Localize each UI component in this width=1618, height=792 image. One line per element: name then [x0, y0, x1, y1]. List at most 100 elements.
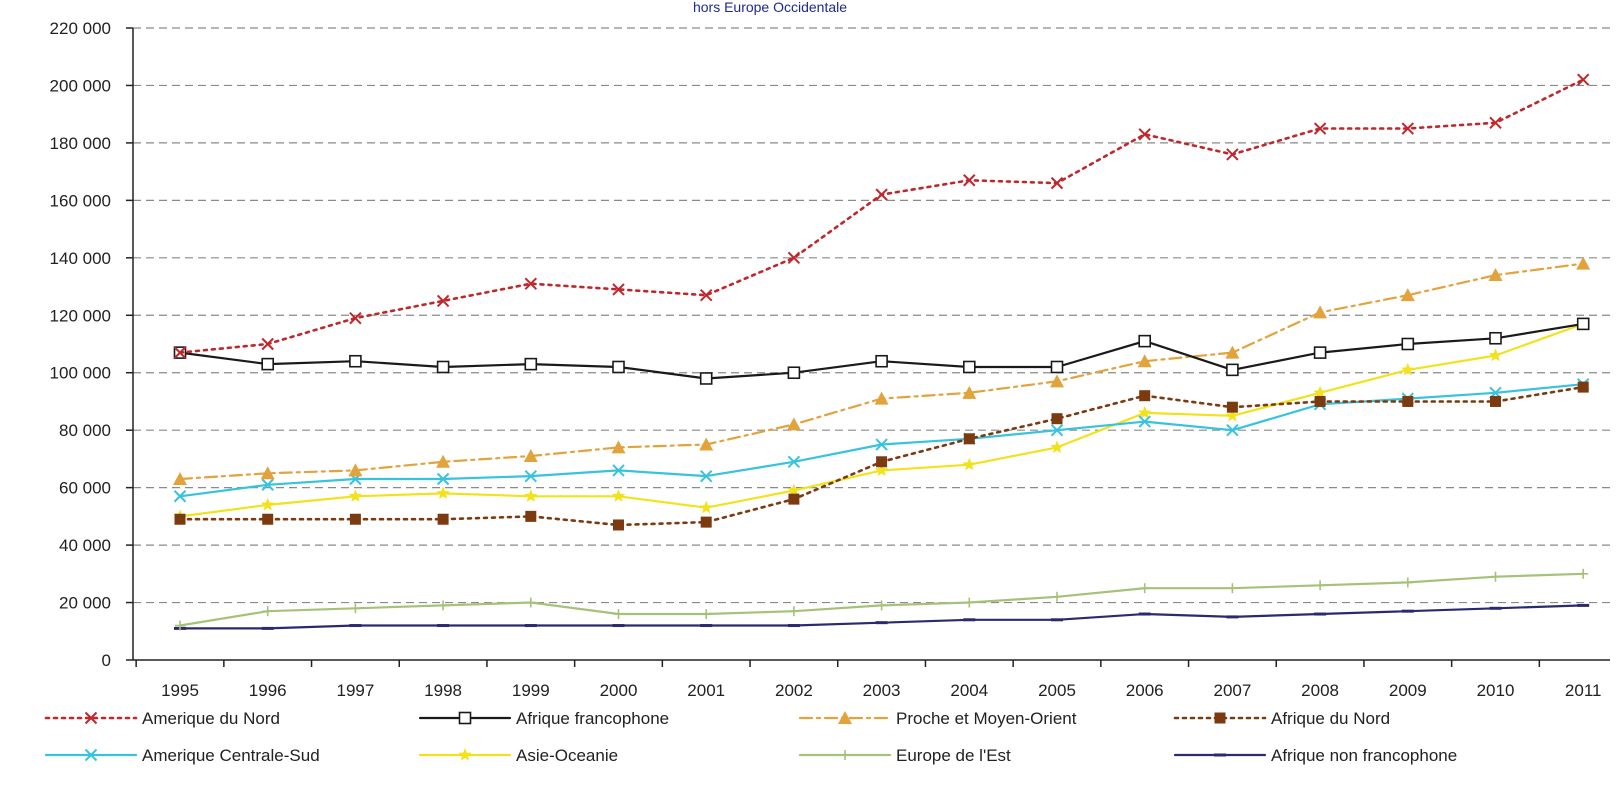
data-point — [436, 486, 450, 499]
x-tick-label: 2007 — [1213, 681, 1251, 700]
legend-item: Amerique du Nord — [44, 709, 280, 728]
y-axis-ticks: 0 20 000 40 000 60 000 80 000 100 000 120 000 1… — [50, 19, 133, 670]
x-tick-label: 1999 — [512, 681, 550, 700]
legend-label: Europe de l'Est — [896, 746, 1011, 765]
y-tick-label: 180 000 — [50, 134, 111, 153]
data-point — [1050, 440, 1064, 454]
data-point — [84, 748, 98, 762]
axes — [132, 28, 1610, 661]
data-point — [1576, 256, 1591, 270]
series-line — [173, 317, 1590, 385]
data-point — [611, 489, 626, 502]
data-point — [261, 337, 274, 351]
data-point — [1051, 413, 1063, 425]
x-tick-label: 1995 — [161, 681, 199, 700]
series-path — [178, 385, 1585, 527]
series-group — [173, 73, 1591, 631]
series-path — [178, 262, 1585, 481]
data-point — [348, 463, 363, 477]
legend-label: Afrique non francophone — [1271, 746, 1457, 765]
legend-item: Europe de l'Est — [798, 746, 1011, 765]
x-tick-label: 2003 — [863, 681, 901, 700]
series-path — [178, 322, 1585, 380]
data-point — [699, 437, 714, 451]
y-tick-label: 100 000 — [50, 364, 111, 383]
data-point — [701, 609, 712, 620]
data-point — [964, 597, 975, 608]
y-tick-label: 60 000 — [59, 479, 111, 498]
data-point — [525, 597, 536, 608]
series-line — [173, 256, 1591, 486]
data-point — [458, 748, 472, 761]
data-point — [612, 283, 625, 296]
legend-item: Afrique francophone — [418, 709, 669, 728]
data-point — [175, 620, 185, 631]
data-point — [1227, 583, 1238, 594]
legend-item: Afrique du Nord — [1173, 709, 1390, 728]
data-point — [613, 609, 624, 620]
data-point — [612, 464, 625, 477]
data-point — [787, 251, 801, 265]
data-point — [1050, 176, 1064, 190]
data-point — [788, 606, 799, 617]
data-point — [349, 311, 362, 325]
legend-item: Amerique Centrale-Sud — [44, 746, 320, 765]
legend-item: Afrique non francophone — [1173, 746, 1457, 765]
data-point — [963, 174, 976, 187]
data-point — [262, 606, 273, 617]
x-tick-label: 2005 — [1038, 681, 1076, 700]
data-point — [1050, 374, 1064, 388]
x-tick-label: 2011 — [1565, 681, 1602, 700]
data-point — [1402, 577, 1413, 588]
data-point — [962, 360, 976, 374]
data-point — [349, 513, 361, 525]
data-point — [1490, 571, 1501, 582]
series-line — [174, 603, 1590, 630]
data-point — [1225, 345, 1240, 359]
data-point — [1313, 385, 1327, 399]
data-point — [1138, 128, 1151, 141]
y-tick-label: 140 000 — [50, 249, 111, 268]
data-point — [1576, 317, 1590, 331]
data-point — [1139, 583, 1150, 594]
data-point — [1226, 148, 1239, 161]
data-point — [787, 366, 801, 380]
data-point — [699, 372, 713, 385]
data-point — [437, 513, 449, 525]
data-point — [1313, 122, 1327, 135]
data-point — [1576, 73, 1590, 86]
x-tick-label: 2004 — [950, 681, 988, 700]
data-point — [875, 188, 888, 201]
data-point — [173, 490, 187, 503]
legend-item: Proche et Moyen-Orient — [798, 709, 1077, 728]
x-tick-label: 2010 — [1477, 681, 1515, 700]
x-tick-label: 2008 — [1301, 681, 1339, 700]
data-point — [612, 360, 625, 374]
data-point — [1402, 395, 1414, 407]
y-tick-label: 200 000 — [50, 76, 111, 95]
data-point — [1314, 395, 1326, 407]
data-point — [699, 288, 713, 302]
data-point — [1313, 305, 1328, 319]
series-line — [175, 568, 1589, 631]
x-tick-label: 1997 — [336, 681, 374, 700]
x-tick-label: 2001 — [687, 681, 725, 700]
data-point — [1488, 348, 1503, 362]
data-point — [699, 469, 713, 483]
series-path — [178, 78, 1585, 354]
data-point — [262, 513, 274, 525]
y-tick-label: 40 000 — [59, 536, 111, 555]
data-point — [458, 711, 472, 725]
legend-label: Proche et Moyen-Orient — [896, 709, 1077, 728]
y-tick-label: 80 000 — [59, 421, 111, 440]
data-point — [524, 469, 538, 483]
data-point — [436, 472, 450, 486]
data-point — [962, 457, 976, 471]
legend-label: Amerique du Nord — [142, 709, 280, 728]
data-point — [524, 357, 538, 371]
data-point — [962, 385, 977, 399]
data-point — [786, 417, 801, 431]
x-tick-label: 2000 — [600, 681, 638, 700]
x-tick-label: 2006 — [1126, 681, 1164, 700]
